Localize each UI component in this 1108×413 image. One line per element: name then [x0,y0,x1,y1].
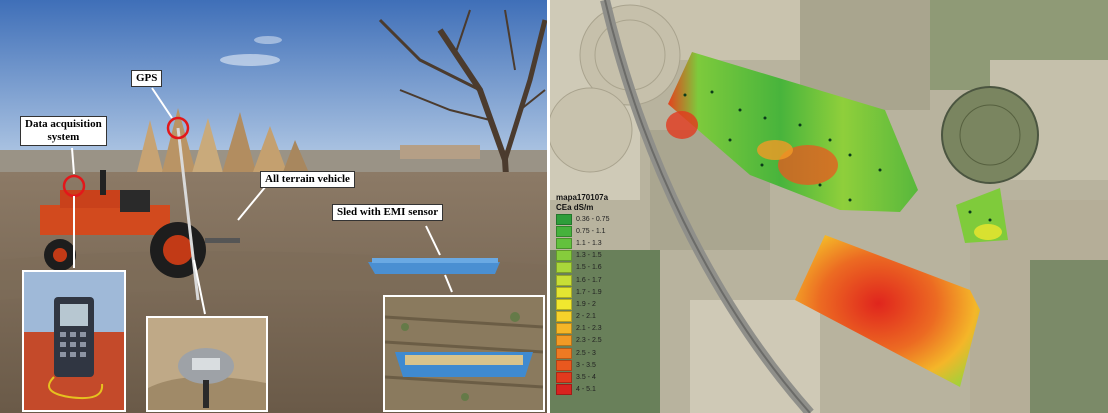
gps-receiver-inset [146,316,268,412]
legend-label: 4 - 5.1 [576,386,596,394]
legend-swatch [556,347,572,359]
legend-label: 3 - 3.5 [576,361,596,369]
legend-entry: 2.1 - 2.3 [556,323,618,335]
salinity-map: mapa170107a CEa dS/m 0.36 - 0.75 0.75 - 1… [550,0,1108,413]
cloud [220,54,280,66]
legend-swatch [556,262,572,274]
legend-entry: 1.1 - 1.3 [556,237,618,249]
legend-label: 1.7 - 1.9 [576,288,602,296]
cloud [254,36,282,44]
pivot-circle-ring [959,104,1021,166]
legend-entry: 2 - 2.1 [556,311,618,323]
legend-rows: 0.36 - 0.75 0.75 - 1.1 1.1 - 1.3 1.3 - 1.5 1… [556,213,618,396]
legend-swatch [556,298,572,310]
legend-swatch [556,237,572,249]
legend-swatch [556,213,572,225]
aerial-map-scene [550,0,1108,413]
legend-swatch [556,274,572,286]
legend-swatch [556,384,572,396]
mid-salinity-zone [974,224,1002,240]
legend-entry: 2.3 - 2.5 [556,335,618,347]
legend-entry: 1.6 - 1.7 [556,274,618,286]
high-salinity-zone [778,145,838,185]
legend-swatch [556,323,572,335]
legend-title: mapa170107a [556,193,609,202]
data-acquisition-label: Data acquisition system [20,116,107,146]
high-salinity-zone [666,111,698,139]
legend-entry: 0.75 - 1.1 [556,225,618,237]
legend-entry: 4 - 5.1 [556,384,618,396]
legend-label: 1.5 - 1.6 [576,264,602,272]
salinity-legend: mapa170107a CEa dS/m 0.36 - 0.75 0.75 - 1… [556,193,618,396]
legend-label: 1.6 - 1.7 [576,276,602,284]
legend-label: 3.5 - 4 [576,374,596,382]
highway-center [604,0,811,413]
reed-bushes [135,108,312,180]
legend-label: 2 - 2.1 [576,313,596,321]
emi-sled [368,258,500,274]
legend-entry: 3 - 3.5 [556,359,618,371]
legend-entry: 1.7 - 1.9 [556,286,618,298]
legend-swatch [556,335,572,347]
salinity-field-north [668,52,918,212]
legend-label: 1.1 - 1.3 [576,239,602,247]
map-field-patch [1030,260,1108,413]
pivot-circle [550,87,633,173]
mid-salinity-zone [757,140,793,160]
sampling-points [683,90,992,222]
legend-entry: 2.5 - 3 [556,347,618,359]
datalogger-inset [22,270,126,412]
legend-label: 2.3 - 2.5 [576,337,602,345]
legend-swatch [556,286,572,298]
legend-entry: 1.9 - 2 [556,298,618,310]
field-photo: GPS Data acquisition system All terrain … [0,0,547,413]
legend-swatch [556,311,572,323]
vehicle-label: All terrain vehicle [260,171,355,188]
annotation-arrows [71,87,453,315]
legend-swatch [556,359,572,371]
legend-entry: 3.5 - 4 [556,371,618,384]
legend-entry: 0.36 - 0.75 [556,213,618,225]
legend-swatch [556,250,572,262]
legend-entry: 1.3 - 1.5 [556,250,618,262]
legend-label: 1.9 - 2 [576,300,596,308]
legend-swatch [556,225,572,237]
salinity-field-south [795,235,980,387]
legend-swatch [556,372,572,384]
legend-label: 2.1 - 2.3 [576,325,602,333]
legend-units: CEa dS/m [556,203,594,212]
sled-label: Sled with EMI sensor [332,204,444,221]
legend-label: 0.36 - 0.75 [576,215,610,223]
pivot-circle [941,86,1039,184]
gps-pole [176,127,200,301]
gps-marker-circle [166,116,190,140]
legend-label: 2.5 - 3 [576,349,596,357]
legend-label: 1.3 - 1.5 [576,252,602,260]
emi-sensor-inset [383,295,545,412]
legend-entry: 1.5 - 1.6 [556,262,618,274]
gps-label: GPS [131,70,163,87]
distant-building [400,145,480,159]
legend-label: 0.75 - 1.1 [576,227,606,235]
